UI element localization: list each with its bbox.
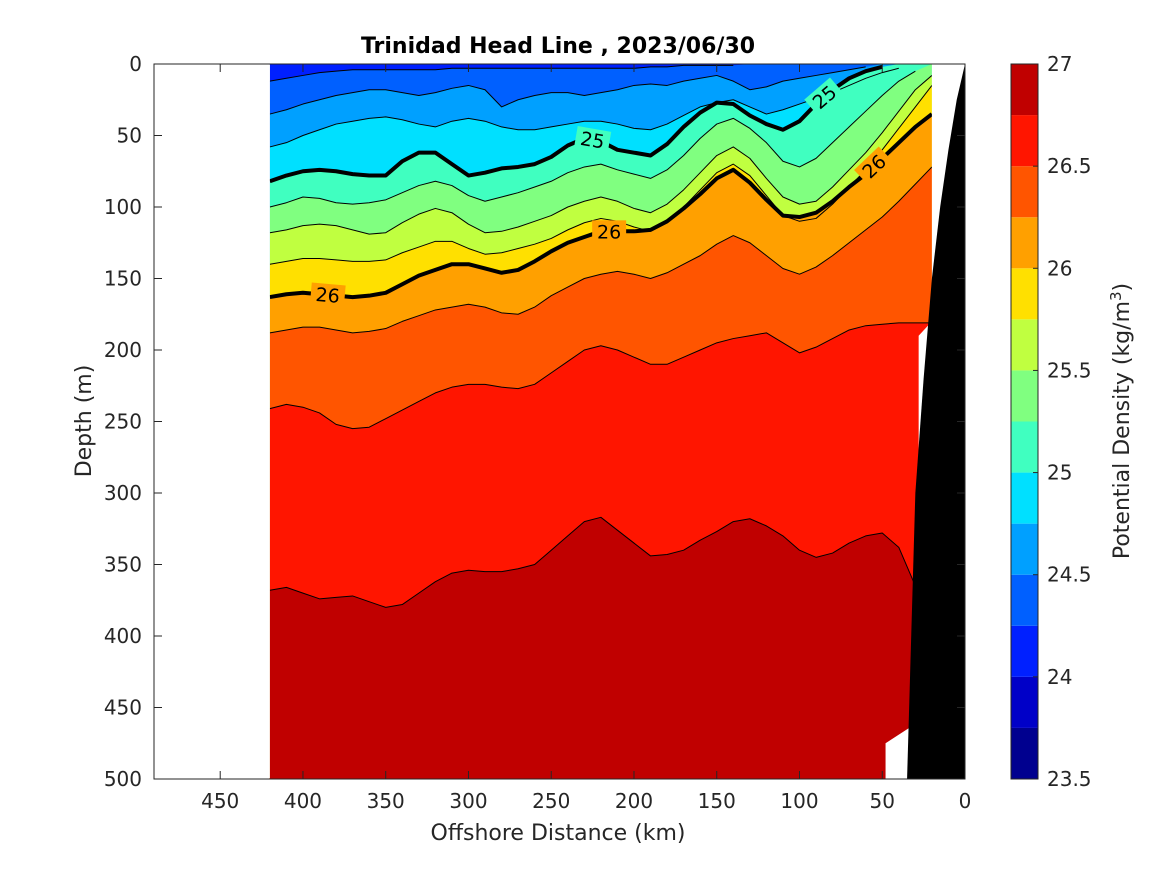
colorbar-segment	[1011, 64, 1038, 116]
y-axis-label: Depth (m)	[72, 365, 97, 478]
contour-label-background	[592, 220, 627, 243]
x-tick-label: 400	[284, 789, 322, 813]
isopycnal-line	[269, 166, 933, 334]
colorbar-segment	[1011, 115, 1038, 167]
x-tick-label: 100	[780, 789, 818, 813]
y-tick-label: 150	[104, 267, 142, 291]
y-tick-label: 500	[104, 767, 142, 791]
colorbar-segment	[1011, 319, 1038, 371]
contour-label-text: 25	[579, 128, 607, 154]
x-tick-label: 350	[367, 789, 405, 813]
x-tick-label: 200	[615, 789, 653, 813]
y-tick-label: 300	[104, 481, 142, 505]
density-bands	[269, 64, 932, 780]
x-tick-label: 0	[959, 789, 972, 813]
y-axis-ticks: 0 50 100 150 200 250 300 350 400 450 500	[104, 52, 965, 791]
colorbar-tick-label: 23.5	[1047, 767, 1092, 791]
isopycnal-line	[269, 516, 933, 637]
x-tick-label: 250	[532, 789, 570, 813]
colorbar-segment	[1011, 166, 1038, 218]
isopycnal-line	[269, 75, 933, 235]
colorbar-segments	[1011, 64, 1038, 779]
isopycnal-line	[269, 66, 866, 115]
x-tick-label: 450	[201, 789, 239, 813]
colorbar-segment	[1011, 370, 1038, 422]
density-band	[269, 517, 932, 779]
x-tick-label: 150	[698, 789, 736, 813]
contour-label-background	[573, 126, 612, 154]
colorbar-segment	[1011, 727, 1038, 779]
x-tick-label: 50	[870, 789, 895, 813]
contour-label: 26	[592, 220, 627, 243]
offshore-no-data	[155, 65, 270, 778]
colorbar-label-text: Potential Density (kg/m	[1110, 301, 1135, 559]
x-axis-ticks: 450 400 350 300 250 200 150 100 50 0	[201, 64, 971, 813]
contour-label: 26	[309, 282, 346, 308]
colorbar-tick-label: 25	[1047, 461, 1072, 485]
colorbar-label-superscript: 3	[1107, 291, 1125, 301]
colorbar-tick-label: 25.5	[1047, 358, 1092, 382]
colorbar-label-close: )	[1110, 283, 1135, 292]
contour-label-background	[309, 282, 346, 308]
colorbar-segment	[1011, 268, 1038, 320]
x-axis-label: Offshore Distance (km)	[431, 821, 686, 846]
no-data-masks	[155, 64, 965, 779]
contour-label-background	[854, 146, 894, 186]
y-tick-label: 200	[104, 338, 142, 362]
colorbar-segment	[1011, 574, 1038, 626]
colorbar-tick-label: 26	[1047, 256, 1072, 280]
colorbar-tick-label: 24	[1047, 665, 1072, 689]
colorbar-ticks: 23.5 24 24.5 25 25.5 26 26.5 27	[1033, 52, 1092, 791]
y-tick-label: 100	[104, 195, 142, 219]
colorbar-segment	[1011, 523, 1038, 575]
isopycnal-line	[269, 67, 899, 148]
seafloor	[907, 64, 965, 779]
colorbar: 23.5 24 24.5 25 25.5 26 26.5 27	[1010, 52, 1092, 791]
colorbar-segment	[1011, 421, 1038, 473]
isopycnal-line	[269, 322, 932, 430]
isopycnal-line	[269, 64, 734, 82]
colorbar-frame	[1010, 63, 1039, 780]
x-tick-label: 300	[449, 789, 487, 813]
y-tick-label: 450	[104, 696, 142, 720]
colorbar-tick-label: 26.5	[1047, 154, 1092, 178]
y-tick-label: 0	[129, 52, 142, 76]
y-tick-label: 400	[104, 624, 142, 648]
contour-label: 25	[573, 126, 612, 154]
y-tick-label: 350	[104, 553, 142, 577]
colorbar-segment	[1011, 625, 1038, 677]
colorbar-tick-label: 27	[1047, 52, 1072, 76]
contour-label-background	[804, 77, 845, 117]
colorbar-label: Potential Density (kg/m3)	[1107, 283, 1135, 559]
y-tick-label: 50	[117, 124, 142, 148]
contour-label-text: 26	[597, 221, 621, 243]
chart-title: Trinidad Head Line , 2023/06/30	[361, 34, 755, 59]
colorbar-segment	[1011, 472, 1038, 524]
isopycnal-line	[269, 70, 916, 208]
colorbar-segment	[1011, 676, 1038, 728]
y-tick-label: 250	[104, 410, 142, 434]
contour-label-text: 26	[315, 284, 341, 308]
colorbar-segment	[1011, 217, 1038, 269]
colorbar-tick-label: 24.5	[1047, 563, 1092, 587]
isopycnal-line	[269, 85, 933, 265]
